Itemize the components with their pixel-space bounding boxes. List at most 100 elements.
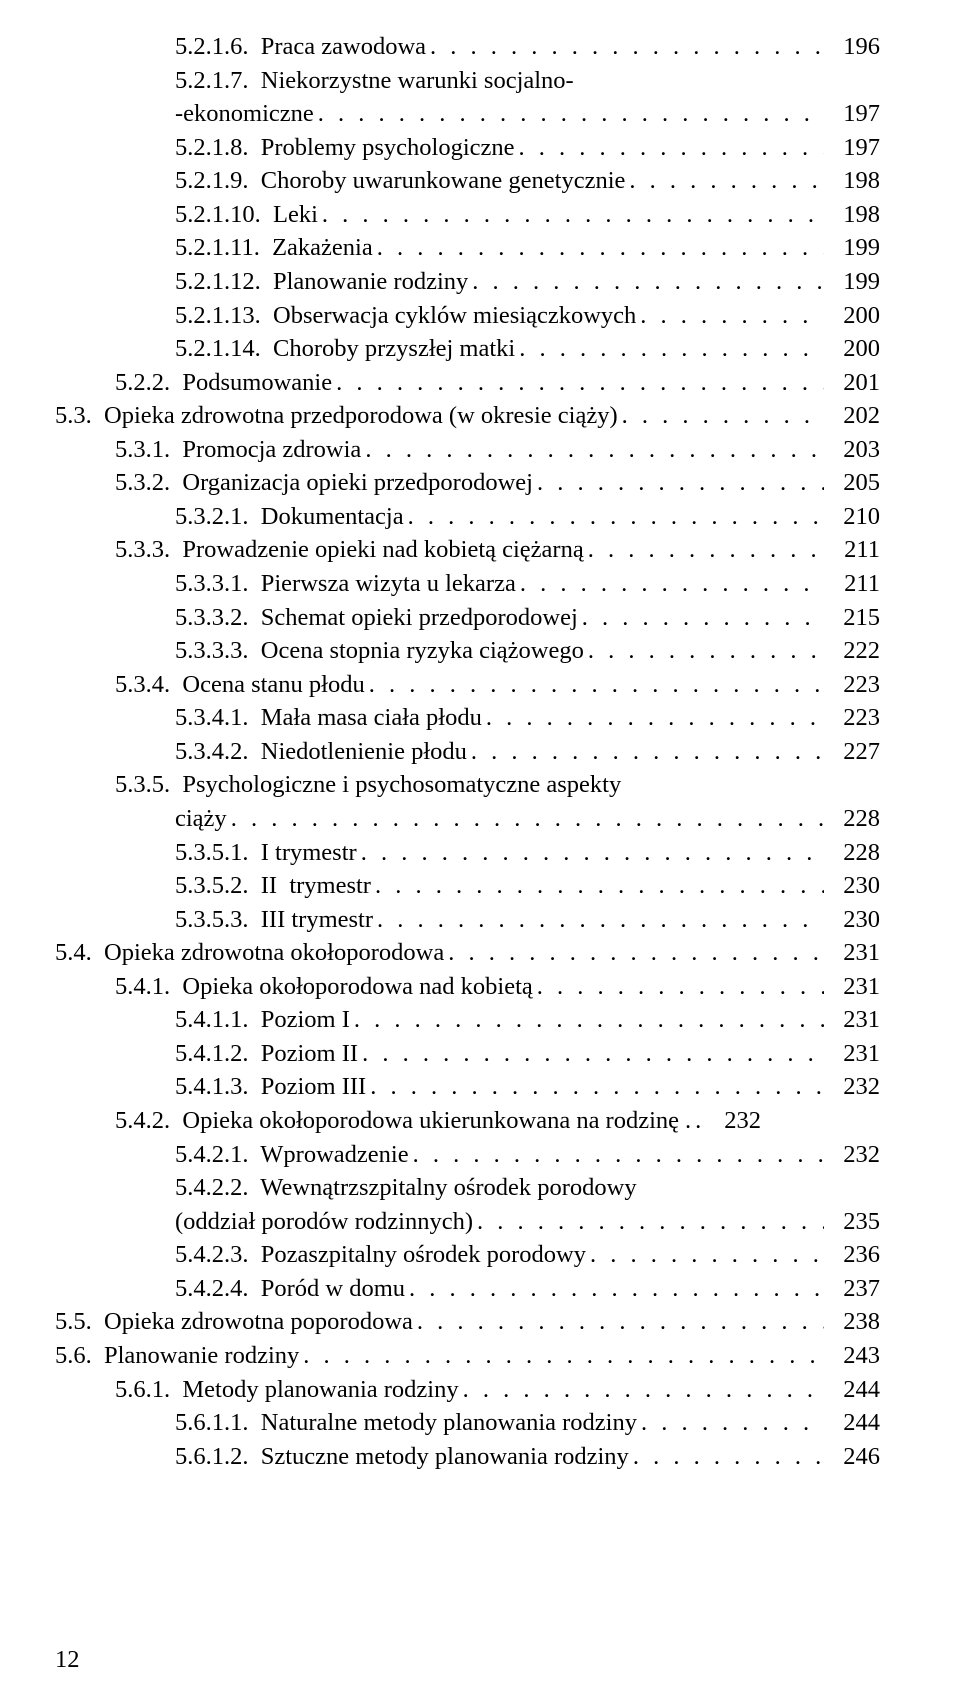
toc-entry: 5.2.1.10. Leki 198 <box>55 198 880 232</box>
toc-label: 5.3. Opieka zdrowotna przedporodowa (w o… <box>55 399 618 433</box>
toc-entry: 5.3.4.2. Niedotlenienie płodu 227 <box>55 735 880 769</box>
toc-leader-dots <box>417 1305 824 1339</box>
toc-entry: 5.2.1.6. Praca zawodowa 196 <box>55 30 880 64</box>
toc-page-number: 199 <box>830 231 880 265</box>
toc-leader-dots <box>448 936 824 970</box>
toc-entry: 5.6.1.1. Naturalne metody planowania rod… <box>55 1406 880 1440</box>
toc-page-number: 230 <box>830 903 880 937</box>
toc-page-number: 198 <box>830 198 880 232</box>
toc-entry: 5.2.2. Podsumowanie 201 <box>55 366 880 400</box>
toc-leader-dots <box>641 1406 824 1440</box>
toc-leader-dots <box>537 466 824 500</box>
toc-page-number: 244 <box>830 1373 880 1407</box>
toc-page-number: 228 <box>830 836 880 870</box>
toc-entry: 5.2.1.7. Niekorzystne warunki socjalno- <box>55 64 880 98</box>
toc-label: 5.3.4.2. Niedotlenienie płodu <box>175 735 467 769</box>
toc-page-number: 231 <box>830 936 880 970</box>
toc-label: 5.2.1.12. Planowanie rodziny <box>175 265 468 299</box>
toc-leader-dots <box>369 668 824 702</box>
toc-page-number: 227 <box>830 735 880 769</box>
toc-leader-dots <box>477 1205 824 1239</box>
toc-page-number: 203 <box>830 433 880 467</box>
toc-page-number: 223 <box>830 701 880 735</box>
toc-entry: 5.3.3. Prowadzenie opieki nad kobietą ci… <box>55 533 880 567</box>
toc-leader-dots <box>520 567 824 601</box>
toc-label: 5.3.3. Prowadzenie opieki nad kobietą ci… <box>115 533 584 567</box>
toc-page-number: 200 <box>830 299 880 333</box>
toc-label: 5.2.1.13. Obserwacja cyklów miesiączkowy… <box>175 299 636 333</box>
toc-leader-dots <box>377 231 824 265</box>
toc-leader-dots <box>582 601 824 635</box>
toc-page-number: 199 <box>830 265 880 299</box>
toc-label: 5.2.2. Podsumowanie <box>115 366 332 400</box>
toc-page-number: 196 <box>830 30 880 64</box>
toc-page-number: 232 <box>830 1138 880 1172</box>
toc-leader-dots: . <box>685 1104 705 1138</box>
toc-page-number: 232 <box>711 1104 761 1138</box>
toc-label: 5.4.2.2. Wewnątrzszpitalny ośrodek porod… <box>175 1171 637 1205</box>
toc-leader-dots <box>590 1238 824 1272</box>
toc-label: 5.3.2. Organizacja opieki przedporodowej <box>115 466 533 500</box>
toc-leader-dots <box>318 97 824 131</box>
toc-leader-dots <box>588 533 824 567</box>
toc-leader-dots <box>362 1037 824 1071</box>
toc-page-number: 211 <box>830 533 880 567</box>
toc-page-number: 205 <box>830 466 880 500</box>
toc-label: 5.6.1. Metody planowania rodziny <box>115 1373 459 1407</box>
toc-entry: 5.4.1.2. Poziom II231 <box>55 1037 880 1071</box>
toc-entry: 5.6.1.2. Sztuczne metody planowania rodz… <box>55 1440 880 1474</box>
toc-page-number: 200 <box>830 332 880 366</box>
toc-page-number: 197 <box>830 131 880 165</box>
toc-entry: 5.4.1.1. Poziom I231 <box>55 1003 880 1037</box>
toc-page-number: 202 <box>830 399 880 433</box>
toc-label: 5.6.1.2. Sztuczne metody planowania rodz… <box>175 1440 629 1474</box>
toc-entry: 5.4.2.2. Wewnątrzszpitalny ośrodek porod… <box>55 1171 880 1205</box>
toc-page-number: 231 <box>830 1003 880 1037</box>
toc-leader-dots <box>472 265 824 299</box>
toc-entry: 5.4.2. Opieka okołoporodowa ukierunkowan… <box>55 1104 880 1138</box>
toc-entry: 5.3.1. Promocja zdrowia 203 <box>55 433 880 467</box>
toc-entry: 5.3. Opieka zdrowotna przedporodowa (w o… <box>55 399 880 433</box>
toc-label: 5.3.1. Promocja zdrowia <box>115 433 361 467</box>
toc-label: 5.2.1.6. Praca zawodowa <box>175 30 426 64</box>
toc-page-number: 197 <box>830 97 880 131</box>
toc-label: -ekonomiczne <box>175 97 314 131</box>
toc-leader-dots <box>463 1373 824 1407</box>
toc-label: 5.2.1.9. Choroby uwarunkowane genetyczni… <box>175 164 625 198</box>
toc-entry: 5.3.5.2. II trymestr 230 <box>55 869 880 903</box>
toc-page-number: 236 <box>830 1238 880 1272</box>
toc-leader-dots <box>588 634 824 668</box>
toc-label: 5.3.3.3. Ocena stopnia ryzyka ciążowego <box>175 634 584 668</box>
toc-label: 5.6. Planowanie rodziny <box>55 1339 299 1373</box>
toc-page-number: 243 <box>830 1339 880 1373</box>
toc-entry: 5.2.1.12. Planowanie rodziny 199 <box>55 265 880 299</box>
toc-leader-dots <box>633 1440 824 1474</box>
toc-entry: 5.3.4. Ocena stanu płodu223 <box>55 668 880 702</box>
toc-label: 5.2.1.10. Leki <box>175 198 318 232</box>
toc-leader-dots <box>322 198 824 232</box>
toc-label: 5.2.1.11. Zakażenia <box>175 231 373 265</box>
toc-leader-dots <box>365 433 824 467</box>
toc-label: 5.2.1.14. Choroby przyszłej matki <box>175 332 515 366</box>
page-container: 5.2.1.6. Praca zawodowa 1965.2.1.7. Nieko… <box>0 0 960 1702</box>
toc-entry: 5.3.3.2. Schemat opieki przedporodowej21… <box>55 601 880 635</box>
toc-label: 5.3.5. Psychologiczne i psychosomatyczne… <box>115 768 621 802</box>
toc-entry: 5.4.2.4. Poród w domu237 <box>55 1272 880 1306</box>
toc-leader-dots <box>231 802 824 836</box>
toc-entry: 5.3.3.1. Pierwsza wizyta u lekarza211 <box>55 567 880 601</box>
toc-entry: 5.6. Planowanie rodziny 243 <box>55 1339 880 1373</box>
toc-label: 5.3.5.2. II trymestr <box>175 869 371 903</box>
toc-entry: (oddział porodów rodzinnych)235 <box>55 1205 880 1239</box>
toc-label: 5.6.1.1. Naturalne metody planowania rod… <box>175 1406 637 1440</box>
toc-label: 5.3.2.1. Dokumentacja <box>175 500 404 534</box>
toc-label: 5.3.5.3. III trymestr <box>175 903 373 937</box>
toc-label: 5.5. Opieka zdrowotna poporodowa <box>55 1305 413 1339</box>
toc-page-number: 230 <box>830 869 880 903</box>
toc-label: ciąży <box>175 802 227 836</box>
toc-page-number: 211 <box>830 567 880 601</box>
toc-leader-dots <box>408 500 824 534</box>
toc-page-number: 238 <box>830 1305 880 1339</box>
toc-leader-dots <box>486 701 824 735</box>
toc-page-number: 201 <box>830 366 880 400</box>
toc-leader-dots <box>370 1070 824 1104</box>
